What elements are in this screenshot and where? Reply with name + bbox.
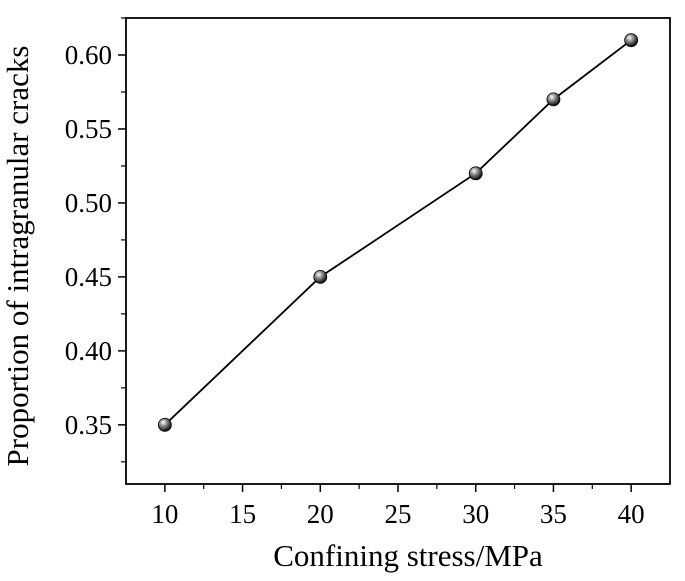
x-tick-label: 25 <box>385 499 412 529</box>
data-point <box>546 92 561 107</box>
data-point <box>468 166 483 181</box>
y-tick-label: 0.50 <box>65 188 112 218</box>
plot-frame <box>125 17 671 485</box>
x-tick-label: 10 <box>151 499 178 529</box>
x-tick-label: 40 <box>618 499 645 529</box>
data-point <box>313 269 328 284</box>
x-tick-label: 30 <box>462 499 489 529</box>
y-axis-title: Proportion of intragranular cracks <box>0 46 35 467</box>
y-tick-label: 0.40 <box>65 336 112 366</box>
x-tick-label: 35 <box>540 499 567 529</box>
y-tick-label: 0.35 <box>65 410 112 440</box>
x-axis-title: Confining stress/MPa <box>273 538 543 573</box>
series-line <box>164 39 632 426</box>
x-tick-label: 20 <box>307 499 334 529</box>
x-axis: 10 15 20 25 30 35 40 <box>151 484 645 529</box>
y-tick-label: 0.60 <box>65 40 112 70</box>
y-tick-label: 0.55 <box>65 114 112 144</box>
y-axis: 0.35 0.40 0.45 0.50 0.55 0.60 <box>65 17 126 463</box>
y-tick-label: 0.45 <box>65 262 112 292</box>
x-tick-label: 15 <box>229 499 256 529</box>
data-point <box>624 33 639 48</box>
plot-frame-group <box>125 17 671 485</box>
data-point <box>157 417 172 432</box>
series-group <box>157 33 639 432</box>
